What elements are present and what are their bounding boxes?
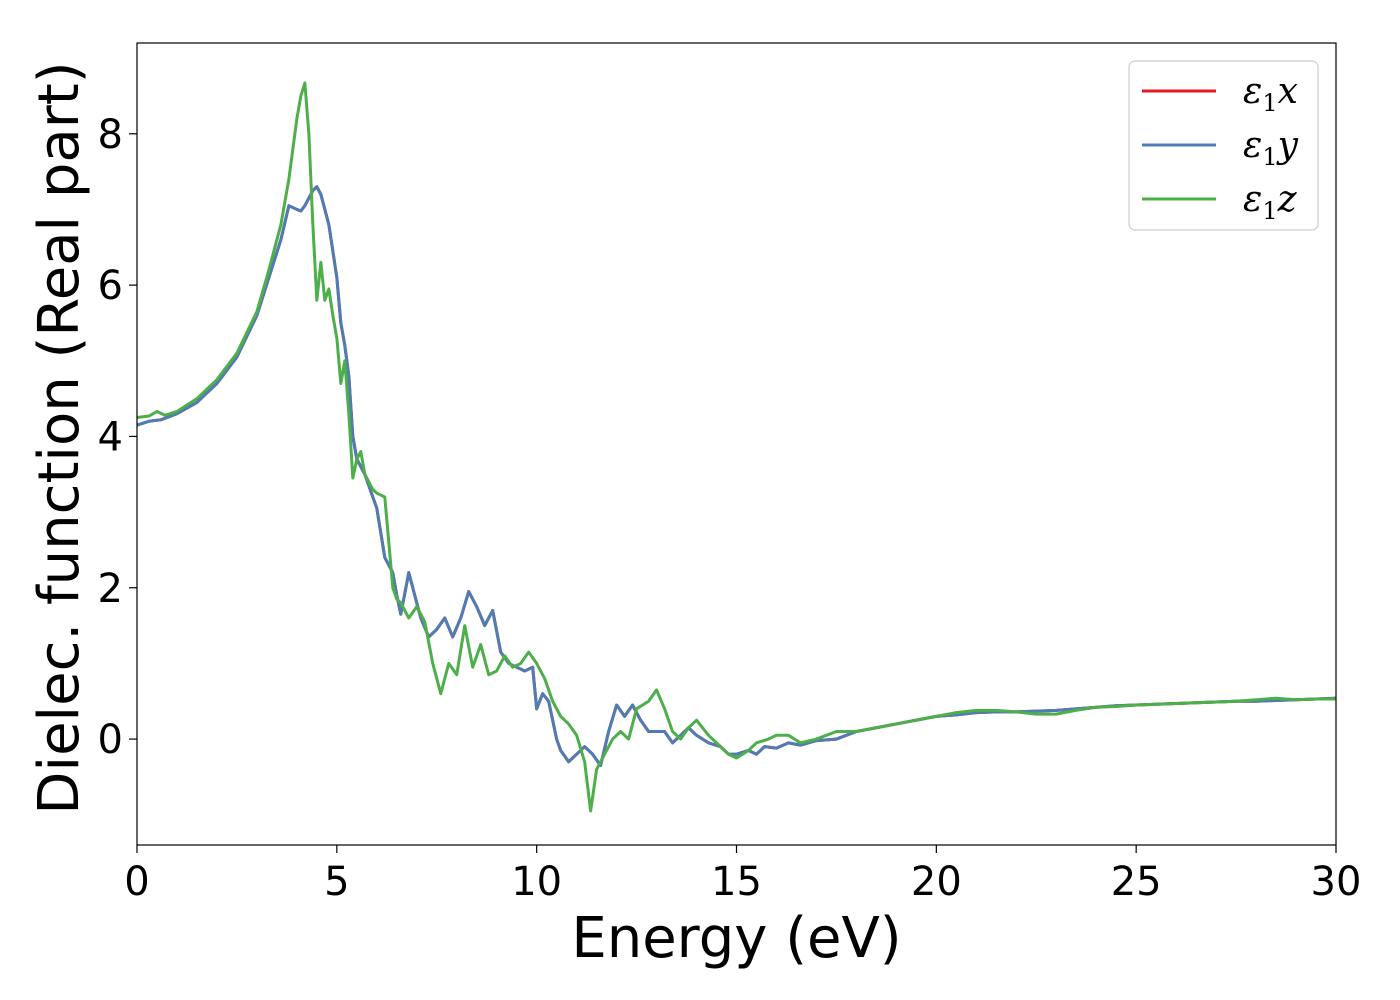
legend-label: ε1x bbox=[1243, 71, 1298, 117]
y-tick-label: 2 bbox=[98, 566, 123, 612]
series-line-y bbox=[137, 185, 1336, 768]
legend-item-z: ε1z bbox=[1142, 179, 1298, 225]
x-tick-label: 30 bbox=[1311, 859, 1362, 905]
x-tick-label: 25 bbox=[1111, 859, 1162, 905]
x-tick-label: 10 bbox=[511, 859, 562, 905]
x-axis: 0 5 10 15 20 25 30 bbox=[124, 845, 1361, 905]
legend-label: ε1z bbox=[1243, 179, 1298, 225]
x-axis-label: Energy (eV) bbox=[571, 906, 901, 971]
series-layer bbox=[137, 81, 1336, 813]
y-axis: 0 2 4 6 8 bbox=[98, 112, 137, 763]
legend-label: ε1y bbox=[1243, 125, 1299, 171]
legend-item-y: ε1y bbox=[1142, 125, 1299, 171]
legend-box bbox=[1128, 60, 1319, 231]
y-tick-label: 0 bbox=[98, 717, 123, 763]
legend-item-x: ε1x bbox=[1142, 71, 1298, 117]
y-tick-label: 4 bbox=[98, 414, 123, 460]
x-tick-label: 5 bbox=[324, 859, 349, 905]
y-tick-label: 8 bbox=[98, 112, 123, 158]
x-tick-label: 15 bbox=[711, 859, 762, 905]
x-tick-label: 0 bbox=[124, 859, 149, 905]
y-axis-label: Dielec. function (Real part) bbox=[27, 61, 92, 814]
x-tick-label: 20 bbox=[911, 859, 962, 905]
series-line-z bbox=[137, 81, 1336, 813]
y-tick-label: 6 bbox=[98, 263, 123, 309]
legend: ε1x ε1y ε1z bbox=[1128, 60, 1319, 231]
